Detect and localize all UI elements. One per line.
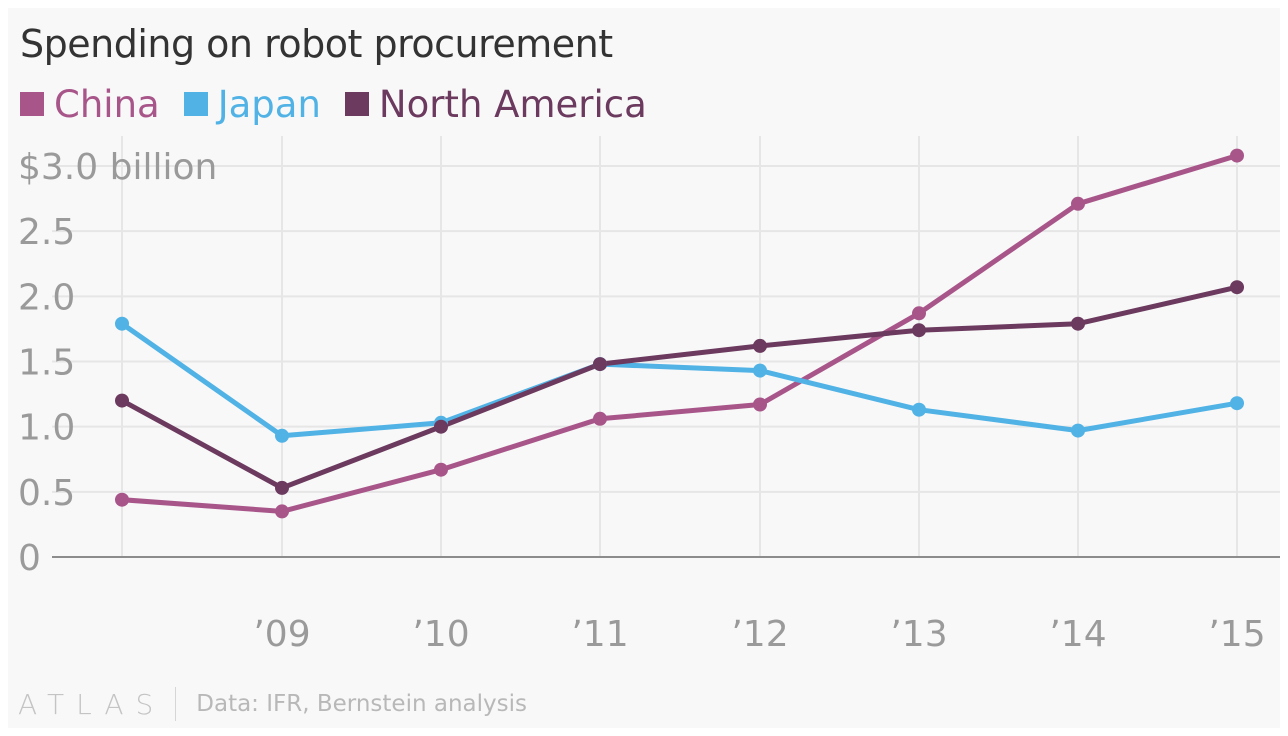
- data-point-japan-2009: [275, 428, 289, 443]
- x-tick-label-2010: ’10: [412, 614, 469, 655]
- x-tick-label-2014: ’14: [1049, 614, 1106, 655]
- atlas-logo: ATLAS: [18, 687, 166, 721]
- x-tick-label-2011: ’11: [571, 614, 628, 655]
- chart-title: Spending on robot procurement: [20, 22, 613, 66]
- source-note: Data: IFR, Bernstein analysis: [196, 691, 527, 717]
- data-point-japan-2008: [115, 316, 129, 331]
- series-line-north-america: [119, 284, 1240, 491]
- data-point-china-2011: [593, 411, 607, 426]
- series-line-japan: [119, 321, 1240, 439]
- legend-item-north-america: North America: [344, 82, 647, 126]
- legend-label-north-america: North America: [378, 82, 647, 126]
- legend-item-china: China: [20, 83, 160, 126]
- data-point-japan-2012: [753, 363, 767, 378]
- x-tick-label-2013: ’13: [890, 614, 947, 655]
- data-point-china-2015: [1230, 148, 1244, 163]
- legend-swatch-japan: [183, 92, 208, 116]
- legend-swatch-north-america: [344, 92, 369, 116]
- y-tick-label-0: 0: [18, 538, 41, 579]
- data-point-north-america-2014: [1071, 316, 1085, 331]
- data-point-north-america-2009: [275, 480, 289, 495]
- data-point-north-america-2008: [115, 393, 129, 408]
- data-point-china-2014: [1071, 196, 1085, 211]
- line-chart: 0 0.5 1.0 1.5 2.0 2.5 $3.0 billion ’09 ’10 ’11 ’12…: [18, 136, 1280, 655]
- x-tick-label-2015: ’15: [1208, 614, 1265, 655]
- y-tick-label-2: 1.0: [18, 408, 75, 449]
- y-tick-label-6: $3.0 billion: [18, 147, 217, 188]
- data-point-china-2008: [115, 492, 129, 507]
- x-tick-label-2009: ’09: [253, 614, 310, 655]
- legend-swatch-china: [20, 92, 44, 116]
- legend-label-japan: Japan: [217, 82, 321, 126]
- data-point-north-america-2015: [1230, 280, 1244, 295]
- series-line-china: [119, 153, 1240, 514]
- y-tick-label-1: 0.5: [18, 473, 75, 514]
- data-point-japan-2014: [1071, 423, 1085, 438]
- data-point-china-2012: [753, 397, 767, 412]
- y-tick-label-3: 1.5: [18, 343, 75, 384]
- data-point-north-america-2011: [593, 357, 607, 372]
- data-point-north-america-2012: [753, 338, 767, 353]
- y-tick-label-4: 2.0: [18, 277, 75, 318]
- y-tick-label-5: 2.5: [18, 212, 75, 253]
- footer: ATLAS Data: IFR, Bernstein analysis: [18, 684, 527, 724]
- data-point-japan-2015: [1230, 396, 1244, 411]
- data-point-japan-2013: [912, 402, 926, 417]
- data-point-north-america-2013: [912, 323, 926, 338]
- legend-item-japan: Japan: [183, 82, 321, 126]
- legend: China Japan North America: [20, 82, 647, 126]
- legend-label-china: China: [54, 82, 160, 126]
- x-tick-label-2012: ’12: [731, 614, 788, 655]
- data-point-china-2010: [434, 462, 448, 477]
- footer-divider: [175, 687, 177, 721]
- data-point-china-2013: [912, 306, 926, 321]
- data-point-china-2009: [275, 504, 289, 519]
- chart-card: Spending on robot procurement China Japa…: [8, 8, 1280, 728]
- data-point-north-america-2010: [434, 419, 448, 434]
